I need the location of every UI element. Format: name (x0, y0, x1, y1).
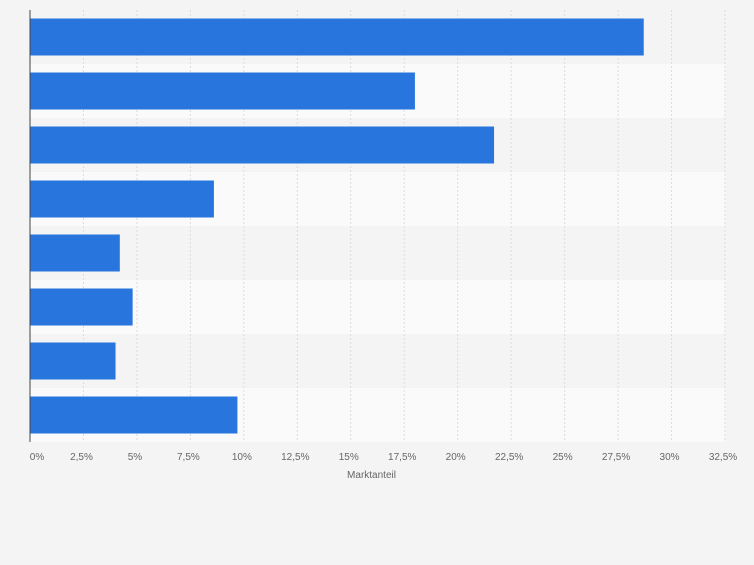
x-axis-label: Marktanteil (347, 470, 396, 481)
row-band (30, 280, 725, 334)
bar (30, 234, 120, 272)
bar (30, 342, 116, 380)
row-band (30, 226, 725, 280)
x-tick-label: 20% (446, 452, 466, 463)
x-tick-label: 7,5% (177, 452, 200, 463)
x-tick-label: 2,5% (70, 452, 93, 463)
bar (30, 72, 415, 110)
row-band (30, 334, 725, 388)
x-tick-label: 30% (660, 452, 680, 463)
bar (30, 288, 133, 326)
x-tick-label: 0% (30, 452, 45, 463)
bar (30, 126, 495, 164)
x-tick-label: 27,5% (602, 452, 630, 463)
x-tick-label: 10% (232, 452, 252, 463)
bar (30, 18, 644, 56)
x-tick-label: 25% (553, 452, 573, 463)
x-tick-label: 17,5% (388, 452, 416, 463)
bar (30, 180, 214, 218)
x-tick-label: 15% (339, 452, 359, 463)
x-tick-label: 12,5% (281, 452, 309, 463)
x-tick-labels: 0% 2,5% 5% 7,5% 10% 12,5% 15% 17,5% 20% 22,5% 25% 2… (30, 452, 738, 463)
bars (30, 18, 644, 434)
bar (30, 396, 238, 434)
x-tick-label: 5% (128, 452, 143, 463)
x-tick-label: 22,5% (495, 452, 523, 463)
x-tick-label: 32,5% (709, 452, 737, 463)
